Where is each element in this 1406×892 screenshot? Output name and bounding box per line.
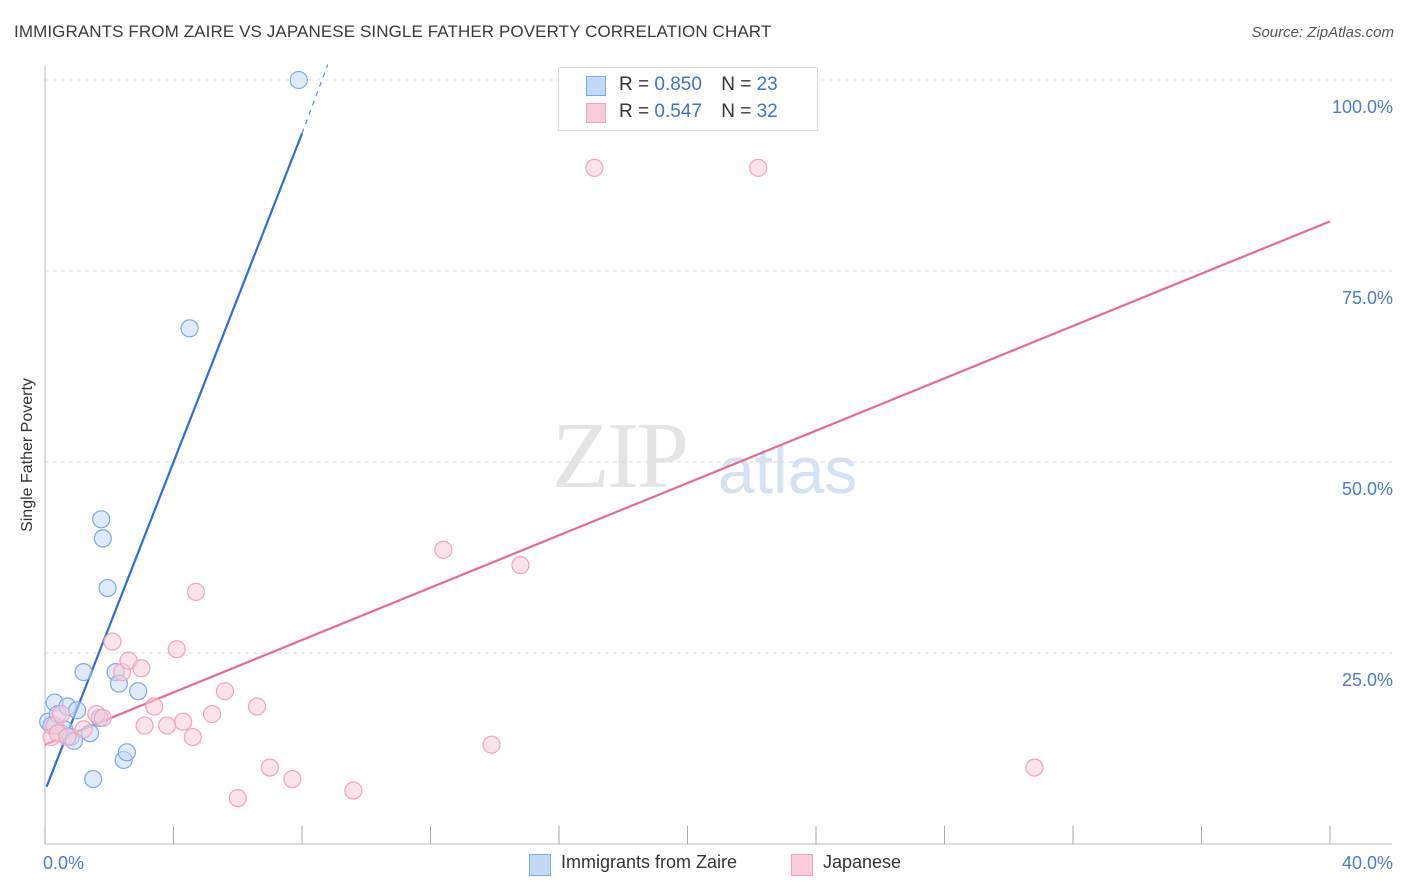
chart-title: IMMIGRANTS FROM ZAIRE VS JAPANESE SINGLE… — [14, 22, 772, 41]
point-zaire — [92, 510, 111, 529]
y-tick-label-25: 25.0% — [1342, 670, 1393, 690]
y-tick-label-50: 50.0% — [1342, 479, 1393, 499]
legend-n-zaire: 23 — [756, 74, 778, 95]
point-japanese — [482, 735, 501, 754]
source-label: Source: ZipAtlas.com — [1251, 24, 1394, 41]
x-tick-label-max: 40.0% — [1342, 853, 1393, 873]
watermark-atlas: atlas — [718, 433, 858, 507]
point-zaire — [93, 529, 112, 548]
point-japanese — [511, 556, 530, 575]
point-zaire — [74, 662, 93, 682]
point-japanese — [183, 727, 202, 747]
legend-swatch-japanese — [586, 103, 606, 123]
legend-r-japanese: 0.547 — [654, 101, 702, 122]
legend-row-zaire: R = 0.850 N = 23 — [619, 74, 778, 95]
bottom-label-japanese: Japanese — [823, 852, 902, 872]
point-japanese — [749, 158, 768, 177]
point-japanese — [167, 640, 186, 659]
point-japanese — [344, 781, 363, 800]
legend-swatch-zaire — [586, 76, 606, 96]
data-points — [39, 70, 1044, 808]
legend-r-zaire: 0.850 — [654, 74, 702, 95]
point-zaire — [289, 70, 308, 90]
point-japanese — [103, 632, 122, 651]
correlation-legend: R = 0.850 N = 23 R = 0.547 N = 32 — [558, 67, 818, 131]
point-zaire — [129, 682, 148, 701]
point-zaire — [117, 743, 137, 762]
point-japanese — [93, 708, 112, 728]
point-japanese — [132, 659, 151, 678]
y-tick-label-100: 100.0% — [1332, 97, 1393, 117]
trend-lines — [44, 64, 1331, 788]
point-japanese — [283, 769, 302, 789]
point-zaire — [98, 578, 117, 598]
point-japanese — [74, 720, 93, 739]
point-japanese — [215, 682, 234, 701]
bottom-swatch-japanese — [791, 854, 813, 876]
point-japanese — [145, 697, 164, 716]
axes — [44, 66, 1392, 845]
point-japanese — [585, 158, 604, 177]
point-japanese — [174, 712, 193, 731]
point-japanese — [51, 705, 71, 724]
point-japanese — [157, 716, 177, 735]
bottom-label-zaire: Immigrants from Zaire — [561, 852, 738, 872]
point-zaire — [180, 319, 199, 338]
point-japanese — [1025, 758, 1044, 777]
bottom-swatch-zaire — [529, 854, 551, 876]
point-japanese — [186, 582, 206, 601]
trend-line-extension-0 — [301, 64, 329, 134]
point-japanese — [135, 716, 154, 735]
x-tick-label-min: 0.0% — [43, 853, 84, 873]
tick-labels: 25.0% 50.0% 75.0% 100.0% 0.0% 40.0% — [43, 97, 1393, 873]
trend-line-0 — [45, 133, 304, 788]
trend-line-1 — [44, 220, 1331, 746]
point-japanese — [58, 727, 77, 747]
point-japanese — [434, 540, 453, 559]
legend-row-japanese: R = 0.547 N = 32 — [619, 101, 778, 122]
legend-n-japanese: 32 — [756, 101, 778, 122]
grid — [45, 79, 1392, 654]
point-zaire — [68, 701, 87, 720]
point-japanese — [228, 789, 247, 808]
point-japanese — [247, 697, 267, 716]
point-japanese — [202, 705, 222, 724]
point-zaire — [84, 769, 103, 789]
y-tick-label-75: 75.0% — [1342, 288, 1393, 308]
point-japanese — [260, 758, 279, 777]
